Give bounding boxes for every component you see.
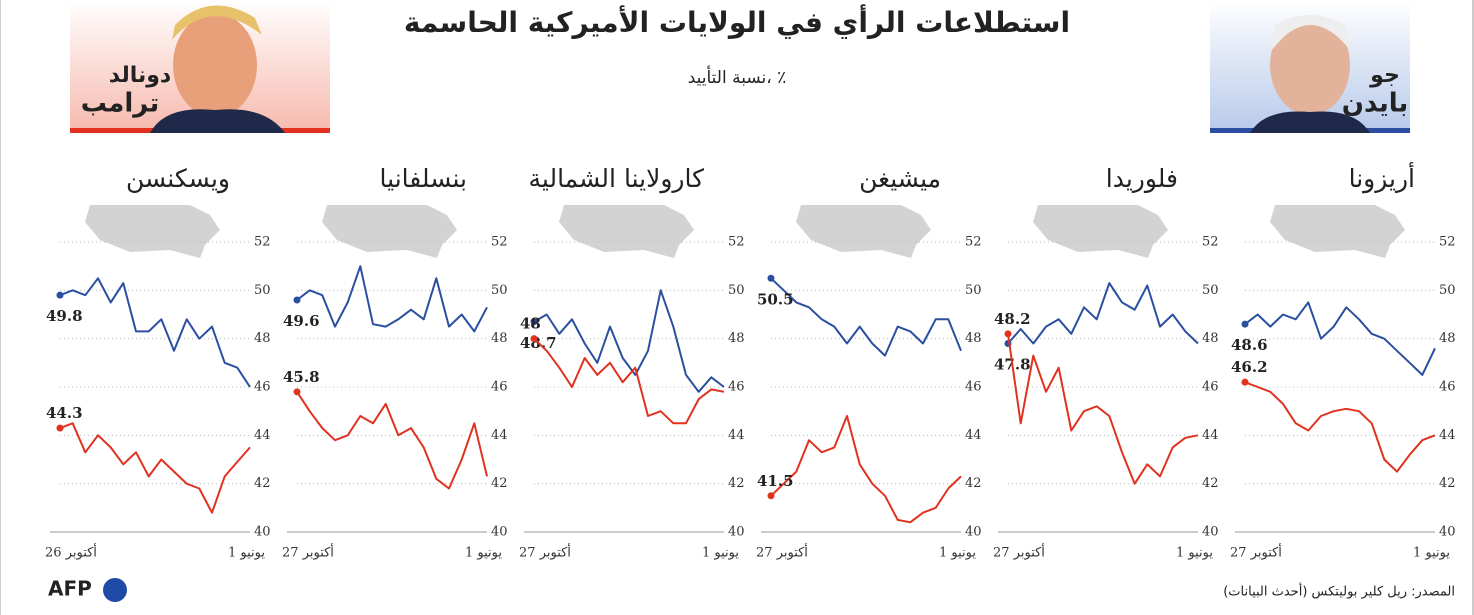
value-label: 48: [520, 315, 541, 333]
value-label: 44.3: [46, 404, 83, 422]
biden-last: بايدن: [1342, 89, 1409, 119]
trump-face: [173, 13, 257, 117]
y-tick-label: 52: [728, 235, 745, 250]
y-tick-label: 52: [491, 235, 508, 250]
value-label: 48.2: [994, 310, 1031, 328]
y-tick-label: 50: [491, 283, 508, 298]
y-tick-label: 40: [1439, 525, 1456, 540]
y-tick-label: 46: [254, 380, 271, 395]
source: المصدر: ريل كلير بوليتكس (أحدث البيانات): [1223, 583, 1455, 600]
biden-first: جو: [1369, 63, 1400, 88]
value-label: 50.5: [757, 290, 794, 308]
x-tick-label: 27 أكتوبر: [282, 544, 334, 561]
y-tick-label: 46: [491, 380, 508, 395]
panel-title: فلوريدا: [1106, 164, 1178, 193]
y-tick-label: 44: [1439, 428, 1456, 443]
y-tick-label: 44: [491, 428, 508, 443]
y-tick-label: 48: [1202, 331, 1219, 346]
end-dot: [1242, 321, 1249, 328]
y-tick-label: 52: [1439, 235, 1456, 250]
y-tick-label: 40: [1202, 525, 1219, 540]
value-label: 45.8: [283, 368, 320, 386]
end-dot: [57, 425, 64, 432]
y-tick-label: 50: [254, 283, 271, 298]
y-tick-label: 50: [1202, 283, 1219, 298]
trump-first: دونالد: [109, 63, 171, 88]
y-tick-label: 48: [1439, 331, 1456, 346]
biden-box: جو بايدن: [1210, 0, 1410, 133]
panel-title: كارولاينا الشمالية: [529, 164, 705, 194]
y-tick-label: 46: [1439, 380, 1456, 395]
y-tick-label: 52: [1202, 235, 1219, 250]
end-dot: [1005, 330, 1012, 337]
x-tick-label: 26 أكتوبر: [45, 544, 97, 561]
x-tick-label: 1 يونيو: [1413, 546, 1450, 561]
value-label: 46.2: [1231, 358, 1268, 376]
y-tick-label: 48: [254, 331, 271, 346]
y-tick-label: 40: [728, 525, 745, 540]
x-tick-label: 27 أكتوبر: [1230, 544, 1282, 561]
end-dot: [1242, 379, 1249, 386]
x-tick-label: 1 يونيو: [228, 546, 265, 561]
x-tick-label: 1 يونيو: [1176, 546, 1213, 561]
y-tick-label: 44: [965, 428, 982, 443]
y-tick-label: 46: [1202, 380, 1219, 395]
panel-title: ويسكنسن: [126, 164, 230, 194]
y-tick-label: 42: [491, 476, 508, 491]
panel-title: ميشيغن: [859, 164, 941, 193]
infographic: دونالد ترامب جو بايدن استطلاعات الرأي في…: [0, 0, 1474, 615]
y-tick-label: 44: [1202, 428, 1219, 443]
y-tick-label: 50: [965, 283, 982, 298]
end-dot: [57, 292, 64, 299]
end-dot: [294, 388, 301, 395]
subtitle: نسبة التأييد، ٪: [688, 65, 787, 88]
trump-last: ترامب: [81, 89, 159, 119]
y-tick-label: 48: [491, 331, 508, 346]
value-label: 48.6: [1231, 336, 1268, 354]
y-tick-label: 42: [254, 476, 271, 491]
end-dot: [768, 275, 775, 282]
x-tick-label: 1 يونيو: [465, 546, 502, 561]
y-tick-label: 52: [254, 235, 271, 250]
y-tick-label: 50: [728, 283, 745, 298]
afp-dot: [103, 578, 127, 602]
y-tick-label: 46: [728, 380, 745, 395]
y-tick-label: 48: [965, 331, 982, 346]
end-dot: [768, 492, 775, 499]
y-tick-label: 42: [965, 476, 982, 491]
value-label: 41.5: [757, 472, 794, 490]
end-dot: [531, 335, 538, 342]
y-tick-label: 42: [1439, 476, 1456, 491]
panel-title: بنسلفانيا: [380, 164, 467, 193]
panel-title: أريزونا: [1349, 161, 1415, 194]
x-tick-label: 27 أكتوبر: [756, 544, 808, 561]
trump-box: دونالد ترامب: [70, 0, 330, 133]
y-tick-label: 40: [254, 525, 271, 540]
y-tick-label: 40: [965, 525, 982, 540]
y-tick-label: 42: [1202, 476, 1219, 491]
x-tick-label: 1 يونيو: [939, 546, 976, 561]
y-tick-label: 42: [728, 476, 745, 491]
title: استطلاعات الرأي في الولايات الأميركية ال…: [404, 4, 1070, 39]
y-tick-label: 44: [254, 428, 271, 443]
y-tick-label: 44: [728, 428, 745, 443]
afp-logo: AFP: [48, 577, 92, 601]
value-label: 49.6: [283, 312, 320, 330]
y-tick-label: 52: [965, 235, 982, 250]
y-tick-label: 48: [728, 331, 745, 346]
x-tick-label: 27 أكتوبر: [993, 544, 1045, 561]
end-dot: [294, 297, 301, 304]
value-label: 49.8: [46, 307, 83, 325]
y-tick-label: 46: [965, 380, 982, 395]
x-tick-label: 1 يونيو: [702, 546, 739, 561]
y-tick-label: 50: [1439, 283, 1456, 298]
x-tick-label: 27 أكتوبر: [519, 544, 571, 561]
y-tick-label: 40: [491, 525, 508, 540]
